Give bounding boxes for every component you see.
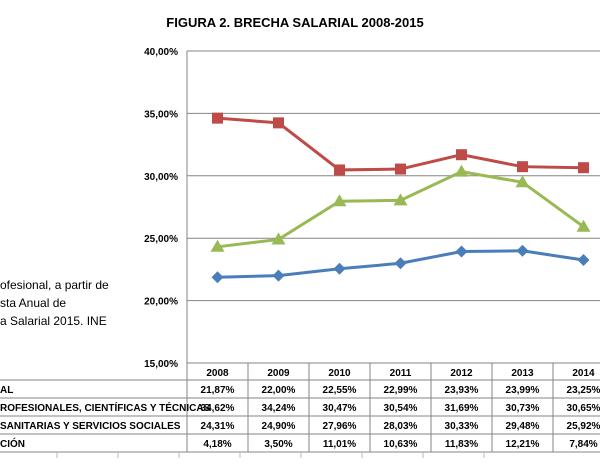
data-label: 7,84% [569, 439, 597, 450]
data-label: 12,21% [506, 439, 540, 450]
data-label: 30,47% [323, 403, 357, 414]
data-label: 10,63% [384, 439, 418, 450]
data-label: 30,33% [445, 421, 479, 432]
data-label: 23,93% [445, 385, 479, 396]
y-tick-label: 20,00% [144, 297, 178, 308]
data-point [333, 262, 346, 275]
data-label: 34,62% [201, 403, 235, 414]
data-label: 27,96% [323, 421, 357, 432]
data-label: 22,00% [262, 385, 296, 396]
series-label: AL [0, 385, 13, 396]
data-label: 29,48% [506, 421, 540, 432]
data-label: 24,90% [262, 421, 296, 432]
data-point [515, 175, 530, 188]
data-point [334, 164, 345, 176]
data-label: 31,69% [445, 403, 479, 414]
series-label: CIÓN [0, 437, 25, 450]
data-label: 34,24% [262, 403, 296, 414]
data-label: 28,03% [384, 421, 418, 432]
data-label: 25,92% [567, 421, 600, 432]
source-note-line: a Salarial 2015. INE [0, 314, 107, 328]
data-label: 23,25% [567, 385, 600, 396]
data-label: 24,31% [201, 421, 235, 432]
data-point [395, 163, 406, 175]
data-point [394, 257, 407, 270]
data-point [273, 117, 284, 129]
data-label: 23,99% [506, 385, 540, 396]
data-point [272, 269, 285, 282]
source-note-line: ofesional, a partir de [0, 278, 109, 292]
data-label: 11,01% [323, 439, 356, 450]
y-tick-label: 30,00% [144, 172, 178, 183]
series-label: ROFESIONALES, CIENTÍFICAS Y TÉCNICAS [0, 401, 211, 414]
data-point [577, 254, 590, 267]
category-label: 2009 [267, 368, 290, 379]
data-label: 22,99% [384, 385, 418, 396]
data-point [210, 239, 225, 252]
data-point [455, 245, 468, 258]
category-label: 2008 [206, 368, 229, 379]
source-note: ofesional, a partir de sta Anual de a Sa… [0, 278, 109, 328]
data-point [454, 164, 469, 177]
data-point [517, 161, 528, 173]
chart-title: FIGURA 2. BRECHA SALARIAL 2008-2015 [166, 15, 423, 30]
data-label: 30,65% [567, 403, 600, 414]
category-label: 2011 [390, 368, 412, 379]
data-point [578, 162, 589, 174]
series-label: SANITARIAS Y SERVICIOS SOCIALES [0, 421, 181, 432]
series-line [217, 116, 584, 172]
data-point [212, 112, 223, 124]
data-point [393, 193, 408, 206]
data-point [516, 244, 529, 257]
data-label: 21,87% [201, 385, 235, 396]
data-point [271, 232, 286, 245]
data-label: 22,55% [323, 385, 357, 396]
data-label: 11,83% [445, 439, 478, 450]
category-label: 2014 [572, 368, 595, 379]
source-note-line: sta Anual de [0, 296, 66, 310]
y-tick-label: 25,00% [144, 234, 178, 245]
y-tick-label: 40,00% [144, 47, 178, 58]
data-point [211, 271, 224, 284]
data-point [456, 149, 467, 161]
y-tick-label: 35,00% [144, 109, 178, 120]
data-label: 30,54% [384, 403, 418, 414]
category-label: 2010 [328, 368, 351, 379]
category-label: 2012 [450, 368, 473, 379]
series-line [217, 170, 585, 249]
y-tick-label: 15,00% [144, 359, 178, 370]
data-point [332, 194, 347, 207]
data-label: 30,73% [506, 403, 540, 414]
category-label: 2013 [511, 368, 534, 379]
data-label: 4,18% [203, 439, 231, 450]
data-point [576, 219, 591, 232]
data-label: 3,50% [264, 439, 292, 450]
